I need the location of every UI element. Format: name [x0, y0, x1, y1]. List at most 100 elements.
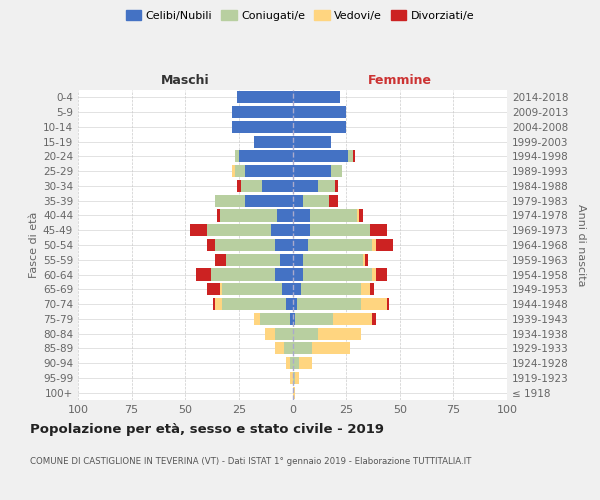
Bar	[293, 342, 312, 354]
Bar	[363, 254, 365, 266]
Bar	[220, 210, 277, 222]
Bar	[303, 254, 363, 266]
Bar	[260, 313, 290, 325]
Bar	[265, 328, 275, 340]
Bar	[293, 268, 303, 280]
Bar	[293, 121, 346, 133]
Bar	[275, 342, 284, 354]
Bar	[293, 372, 295, 384]
Bar	[206, 283, 220, 296]
Bar	[290, 372, 293, 384]
Bar	[213, 298, 215, 310]
Bar	[297, 298, 361, 310]
Bar	[353, 150, 355, 162]
Bar	[232, 121, 293, 133]
Text: Maschi: Maschi	[161, 74, 209, 88]
Bar	[275, 268, 293, 280]
Bar	[387, 298, 389, 310]
Bar	[333, 313, 372, 325]
Bar	[365, 254, 368, 266]
Bar	[293, 239, 308, 251]
Bar	[215, 194, 245, 207]
Bar	[206, 239, 215, 251]
Bar	[237, 92, 293, 104]
Bar	[237, 180, 241, 192]
Bar	[348, 150, 353, 162]
Bar	[235, 150, 239, 162]
Bar	[357, 210, 359, 222]
Bar	[215, 239, 275, 251]
Bar	[232, 165, 235, 177]
Bar	[318, 328, 361, 340]
Bar	[277, 210, 293, 222]
Bar	[215, 298, 222, 310]
Bar	[275, 239, 293, 251]
Bar	[293, 210, 310, 222]
Bar	[303, 194, 329, 207]
Bar	[245, 194, 293, 207]
Bar	[310, 210, 357, 222]
Bar	[376, 239, 394, 251]
Bar	[293, 298, 297, 310]
Bar	[254, 313, 260, 325]
Bar	[335, 180, 338, 192]
Bar	[215, 254, 226, 266]
Bar	[206, 224, 271, 236]
Bar	[293, 283, 301, 296]
Bar	[295, 313, 333, 325]
Bar	[280, 254, 293, 266]
Bar	[241, 180, 262, 192]
Bar	[293, 106, 346, 118]
Bar	[293, 180, 318, 192]
Bar	[301, 283, 361, 296]
Bar	[222, 298, 286, 310]
Bar	[293, 194, 303, 207]
Bar	[331, 165, 342, 177]
Bar	[370, 224, 387, 236]
Bar	[211, 268, 275, 280]
Bar	[293, 357, 299, 369]
Bar	[303, 268, 372, 280]
Legend: Celibi/Nubili, Coniugati/e, Vedovi/e, Divorziati/e: Celibi/Nubili, Coniugati/e, Vedovi/e, Di…	[121, 6, 479, 25]
Bar	[254, 136, 293, 147]
Bar	[220, 283, 222, 296]
Bar	[196, 268, 211, 280]
Bar	[293, 386, 295, 398]
Bar	[275, 328, 293, 340]
Bar	[226, 254, 280, 266]
Bar	[372, 268, 376, 280]
Bar	[262, 180, 293, 192]
Bar	[284, 342, 293, 354]
Bar	[376, 268, 387, 280]
Bar	[308, 239, 372, 251]
Text: COMUNE DI CASTIGLIONE IN TEVERINA (VT) - Dati ISTAT 1° gennaio 2019 - Elaborazio: COMUNE DI CASTIGLIONE IN TEVERINA (VT) -…	[30, 458, 472, 466]
Bar	[293, 165, 331, 177]
Bar	[329, 194, 338, 207]
Bar	[232, 106, 293, 118]
Bar	[286, 357, 290, 369]
Bar	[295, 372, 299, 384]
Bar	[190, 224, 206, 236]
Bar	[372, 313, 376, 325]
Bar	[293, 224, 310, 236]
Bar	[293, 313, 295, 325]
Bar	[361, 298, 387, 310]
Bar	[359, 210, 363, 222]
Bar	[370, 283, 374, 296]
Bar	[235, 165, 245, 177]
Bar	[293, 328, 318, 340]
Bar	[222, 283, 282, 296]
Bar	[293, 150, 348, 162]
Bar	[239, 150, 293, 162]
Bar	[293, 92, 340, 104]
Bar	[245, 165, 293, 177]
Bar	[282, 283, 293, 296]
Bar	[293, 254, 303, 266]
Bar	[372, 239, 376, 251]
Bar	[217, 210, 220, 222]
Bar	[310, 224, 370, 236]
Text: Popolazione per età, sesso e stato civile - 2019: Popolazione per età, sesso e stato civil…	[30, 422, 384, 436]
Bar	[318, 180, 335, 192]
Bar	[271, 224, 293, 236]
Bar	[293, 136, 331, 147]
